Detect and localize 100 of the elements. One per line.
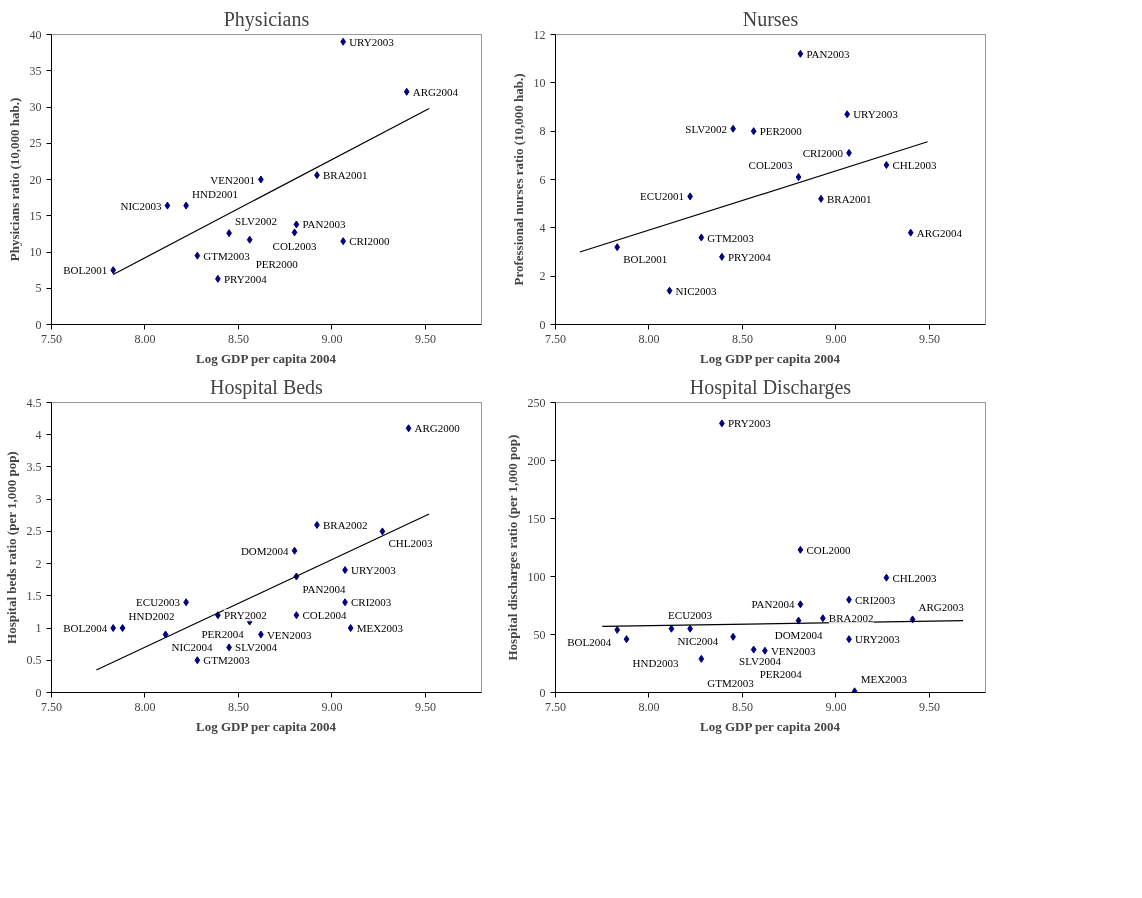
x-tick-label: 8.00 <box>134 331 156 346</box>
chart-title: Hospital Beds <box>210 375 324 399</box>
y-tick-label: 150 <box>527 511 546 526</box>
annotation: ARG2003 <box>918 601 965 614</box>
annotation: PAN2004 <box>751 598 795 611</box>
annotation: PER2000 <box>759 125 803 138</box>
x-tick-label: 7.50 <box>545 331 566 346</box>
annotation: PER2004 <box>201 627 245 640</box>
annotation: BOL2001 <box>63 264 108 277</box>
annotation: CRI2003 <box>351 596 392 609</box>
annotation: ECU2001 <box>640 190 685 203</box>
y-tick-label: 6 <box>539 172 546 187</box>
x-tick-label: 8.50 <box>227 699 249 714</box>
annotation: URY2003 <box>349 35 395 48</box>
x-axis-title: Log GDP per capita 2004 <box>700 718 841 734</box>
y-tick-label: 15 <box>29 208 42 223</box>
annotation: BRA2001 <box>826 192 872 205</box>
annotation: SLV2004 <box>235 641 278 654</box>
y-axis-title: Hospital beds ratio (per 1,000 pop) <box>3 451 19 644</box>
annotation: HND2001 <box>192 187 238 200</box>
y-tick-label: 1.5 <box>26 588 42 603</box>
x-axis-title: Log GDP per capita 2004 <box>196 350 337 366</box>
x-tick-label: 8.50 <box>731 699 753 714</box>
annotation: COL2003 <box>748 159 794 172</box>
chart-title: Physicians <box>223 7 310 31</box>
y-tick-label: 35 <box>29 63 42 78</box>
annotation: ARG2004 <box>916 226 963 239</box>
chart-title: Nurses <box>742 7 799 30</box>
x-axis-title: Log GDP per capita 2004 <box>196 718 337 734</box>
x-tick-label: 8.50 <box>227 331 249 346</box>
x-tick-label: 9.00 <box>825 331 847 346</box>
x-tick-label: 9.50 <box>918 331 940 346</box>
x-tick-label: 9.00 <box>321 699 343 714</box>
annotation: CRI2003 <box>855 593 896 606</box>
annotation: PRY2004 <box>223 272 268 285</box>
annotation: GTM2003 <box>707 676 755 689</box>
y-tick-label: 10 <box>533 75 546 90</box>
annotation: PER2000 <box>255 257 299 270</box>
x-tick-label: 9.00 <box>825 699 847 714</box>
annotation: SLV2002 <box>685 122 728 135</box>
y-tick-label: 4.5 <box>26 395 42 410</box>
annotation: PRY2004 <box>727 250 772 263</box>
annotation: NIC2004 <box>677 634 719 647</box>
annotation: COL2004 <box>302 609 347 622</box>
y-tick-label: 2 <box>35 556 42 571</box>
annotation: CHL2003 <box>892 159 937 171</box>
annotation: GTM2003 <box>203 654 251 667</box>
x-tick-label: 9.00 <box>321 331 343 346</box>
annotation: ECU2003 <box>136 596 181 609</box>
y-tick-label: 50 <box>533 627 546 642</box>
x-tick-label: 7.50 <box>41 331 62 346</box>
annotation: BRA2002 <box>828 612 874 625</box>
annotation: VEN2003 <box>266 628 312 641</box>
x-tick-label: 9.50 <box>414 331 436 346</box>
y-tick-label: 250 <box>527 395 546 410</box>
x-tick-label: 9.50 <box>918 699 940 714</box>
y-tick-label: 0 <box>539 685 546 700</box>
x-tick-label: 8.50 <box>731 331 753 346</box>
y-tick-label: 2 <box>539 269 546 284</box>
y-tick-label: 20 <box>29 172 42 187</box>
x-tick-label: 8.00 <box>134 699 156 714</box>
annotation: ARG2000 <box>414 422 461 435</box>
y-tick-label: 4 <box>539 220 546 235</box>
y-tick-label: 10 <box>29 245 42 259</box>
y-tick-label: 30 <box>29 100 42 114</box>
annotation: PRY2002 <box>223 609 267 622</box>
annotation: GTM2003 <box>203 249 251 262</box>
annotation: HND2003 <box>632 657 679 670</box>
chart-title: Hospital Discharges <box>689 375 852 399</box>
annotation: COL2000 <box>806 543 851 556</box>
annotation: URY2003 <box>855 633 901 646</box>
annotation: DOM2004 <box>774 628 823 641</box>
y-axis-title: Hospital discharges ratio (per 1,000 pop) <box>504 434 520 661</box>
y-tick-label: 0 <box>539 317 546 332</box>
annotation: VEN2001 <box>210 173 255 186</box>
x-tick-label: 8.00 <box>638 331 660 346</box>
annotation: MEX2003 <box>356 622 404 635</box>
x-tick-label: 9.50 <box>414 699 436 714</box>
annotation: SLV2002 <box>235 215 277 228</box>
annotation: DOM2004 <box>240 544 290 557</box>
annotation: CHL2003 <box>388 537 433 550</box>
annotation: PAN2003 <box>806 47 850 60</box>
annotation: PRY2003 <box>727 417 772 430</box>
y-tick-label: 4 <box>35 427 42 442</box>
annotation: CHL2003 <box>892 571 937 584</box>
x-tick-label: 7.50 <box>545 699 566 714</box>
annotation: GTM2003 <box>707 231 755 244</box>
annotation: PAN2003 <box>302 218 346 231</box>
annotation: PER2004 <box>759 667 803 680</box>
y-tick-label: 12 <box>533 27 546 42</box>
y-tick-label: 25 <box>29 136 42 151</box>
annotation: NIC2003 <box>120 199 162 212</box>
annotation: HND2002 <box>128 610 175 623</box>
y-tick-label: 3 <box>35 492 42 507</box>
annotation: VEN2003 <box>770 644 816 657</box>
annotation: BRA2001 <box>322 169 368 182</box>
y-tick-label: 0 <box>35 685 42 700</box>
annotation: CRI2000 <box>349 235 390 248</box>
x-tick-label: 8.00 <box>638 699 660 714</box>
x-tick-label: 7.50 <box>41 699 62 714</box>
